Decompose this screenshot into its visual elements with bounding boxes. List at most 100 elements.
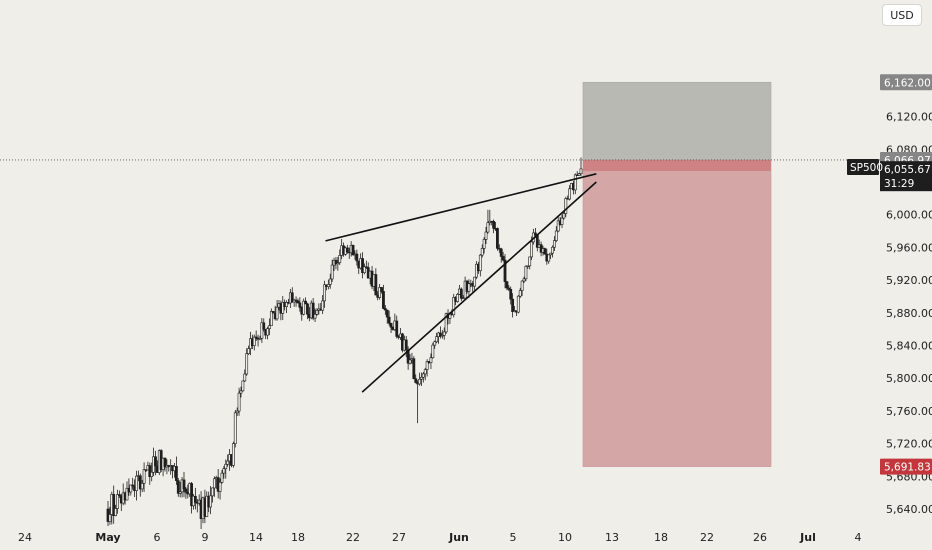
candle-body: [553, 240, 556, 248]
candle-body: [482, 239, 486, 249]
candle-body: [516, 295, 520, 313]
candle-body: [338, 255, 342, 263]
stop-target-tag-bg: [880, 458, 932, 475]
candle-body: [459, 288, 463, 299]
candle-body: [444, 313, 448, 333]
candle-body: [429, 357, 433, 363]
upper-target-tag-bg: [880, 74, 932, 91]
candle-body: [135, 475, 138, 491]
candle-body: [418, 379, 421, 385]
candle-body: [573, 174, 577, 191]
candle-body: [294, 299, 298, 302]
candle-body: [503, 259, 507, 282]
candle-body: [281, 302, 285, 314]
candle-body: [456, 294, 459, 302]
candle-body: [345, 247, 349, 253]
wedge-lower-line[interactable]: [361, 181, 597, 393]
candle-body: [114, 508, 117, 516]
candle-body: [306, 303, 309, 315]
candle-body: [461, 297, 465, 300]
candle-body: [492, 220, 496, 229]
candle-body: [431, 344, 435, 358]
candle-body: [364, 266, 368, 268]
loss-zone[interactable]: [582, 159, 772, 467]
wedge-upper-line[interactable]: [325, 173, 597, 242]
time-axis[interactable]: 24 May 6 9 14 18 22 27 Jun 5 10 13 18 22 26 Jul 4: [18, 531, 862, 544]
x-tick-label: 4: [855, 531, 862, 544]
candle-body: [433, 341, 437, 346]
candle-body: [304, 300, 307, 305]
candle-body: [233, 412, 237, 445]
candle-body: [522, 278, 526, 282]
candle-body: [505, 281, 509, 289]
candle-body: [212, 478, 216, 489]
trendlines[interactable]: [325, 173, 597, 393]
candle-body: [499, 248, 503, 257]
candle-body: [336, 262, 340, 265]
candle-body: [243, 373, 247, 382]
y-tick-label: 5,800.00: [886, 372, 932, 385]
candle-body: [579, 168, 583, 174]
candle-body: [237, 392, 241, 412]
candle-body: [209, 495, 212, 508]
candle-body: [174, 466, 178, 481]
candle-body: [218, 482, 222, 492]
x-tick-label: 26: [753, 531, 767, 544]
candle-body: [163, 457, 167, 468]
candle-body: [412, 358, 416, 379]
candle-body: [395, 320, 399, 337]
candle-body: [420, 376, 423, 380]
candle-body: [252, 336, 256, 346]
upper-target-tag-text: 6,162.00: [884, 77, 931, 89]
x-tick-label: 24: [18, 531, 32, 544]
y-tick-label: 5,920.00: [886, 274, 932, 287]
candle-body: [190, 483, 193, 507]
candle-body: [363, 266, 366, 274]
candle-body: [562, 213, 566, 219]
candle-body: [404, 339, 408, 351]
currency-button[interactable]: USD: [882, 4, 922, 26]
candle-body: [140, 483, 144, 490]
candle-body: [148, 465, 152, 477]
candle-body: [387, 316, 391, 324]
candle-body: [235, 410, 239, 414]
candle-body: [245, 353, 249, 375]
candle-body: [526, 265, 530, 267]
candle-body: [323, 284, 326, 302]
countdown-text: 31:29: [884, 178, 914, 190]
candle-body: [326, 284, 330, 288]
candle-body: [351, 244, 355, 256]
candle-body: [150, 471, 154, 477]
stop-target-tag: 5,691.83: [880, 458, 932, 475]
x-tick-label: Jul: [799, 531, 816, 544]
candle-body: [125, 487, 129, 501]
candle-body: [224, 463, 228, 469]
profit-zone[interactable]: [582, 81, 772, 161]
candle-body: [442, 331, 446, 336]
candle-body: [129, 484, 133, 493]
candle-body: [486, 222, 490, 233]
candle-body: [262, 322, 266, 330]
current-price-text: 6,055.67: [884, 164, 931, 176]
x-tick-label: 9: [202, 531, 209, 544]
candle-body: [440, 335, 444, 337]
entry-band: [583, 159, 771, 171]
candle-body: [382, 291, 385, 309]
x-tick-label: 14: [249, 531, 263, 544]
candles: [106, 157, 583, 529]
candle-body: [211, 487, 214, 497]
candle-body: [568, 188, 572, 200]
candle-body: [334, 259, 338, 265]
x-tick-label: 22: [346, 531, 360, 544]
candle-body: [554, 230, 558, 241]
candle-body: [528, 256, 532, 267]
y-tick-label: 5,640.00: [886, 503, 932, 516]
candle-body: [254, 336, 258, 339]
candle-body: [484, 231, 488, 240]
candle-body: [543, 248, 547, 255]
candle-body: [231, 443, 235, 466]
candle-body: [176, 480, 180, 494]
candle-body: [511, 298, 515, 312]
candle-body: [271, 311, 275, 314]
